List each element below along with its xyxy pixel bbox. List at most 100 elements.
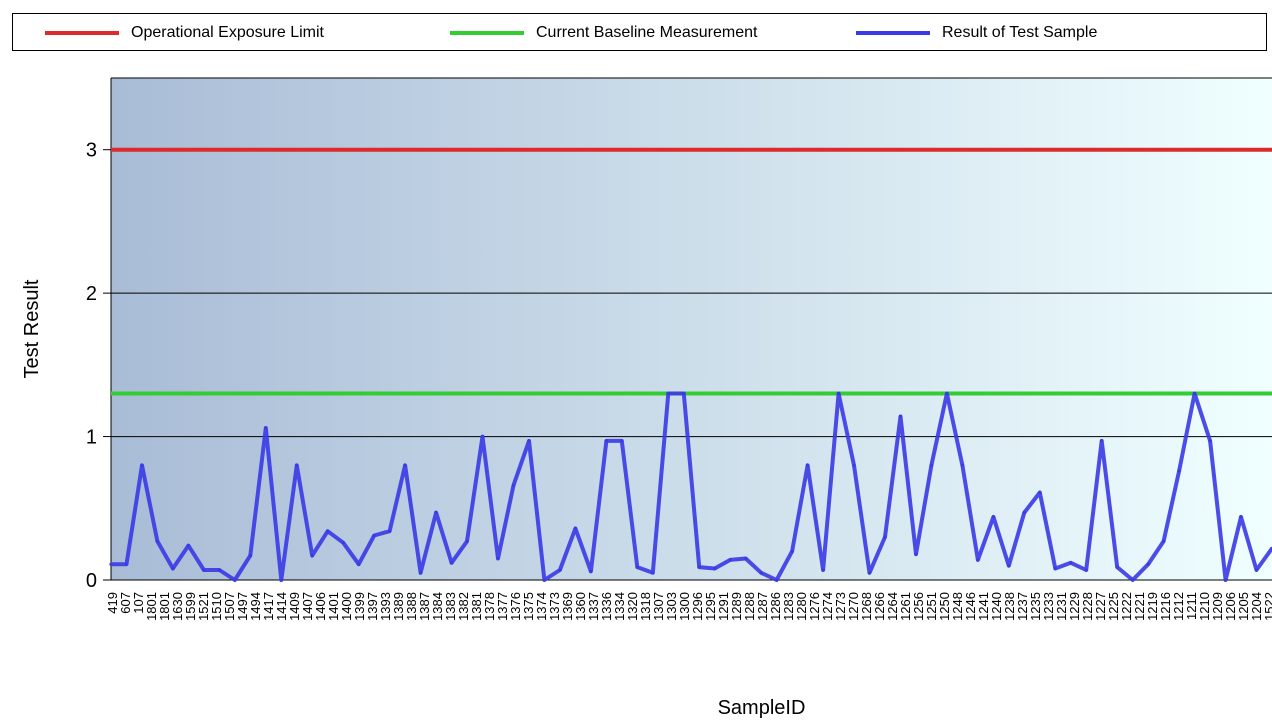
- data-point: [248, 554, 252, 558]
- x-tick-label: 1219: [1145, 592, 1160, 621]
- x-tick-label: 1222: [1119, 592, 1134, 621]
- x-tick-label: 1378: [482, 592, 497, 621]
- x-tick-label: 1397: [365, 592, 380, 621]
- data-point: [155, 539, 159, 543]
- x-tick-label: 1280: [794, 592, 809, 621]
- y-tick-label: 2: [86, 283, 97, 305]
- data-point: [372, 533, 376, 538]
- data-point: [264, 426, 268, 430]
- data-point: [1239, 515, 1243, 519]
- data-point: [790, 549, 794, 553]
- data-point: [666, 391, 670, 396]
- x-tick-label: 1507: [222, 592, 237, 621]
- x-tick-label: 1227: [1093, 592, 1108, 621]
- data-point: [124, 562, 129, 566]
- x-tick-label: 1494: [248, 592, 263, 621]
- x-tick-label: 1231: [1054, 592, 1069, 621]
- x-tick-label: 1399: [352, 592, 367, 621]
- series-line-test-sample: [111, 391, 1272, 582]
- data-point: [604, 439, 609, 443]
- data-point: [883, 535, 887, 539]
- x-tick-label: 1387: [417, 592, 432, 621]
- data-point: [759, 571, 763, 575]
- x-tick-label: 1273: [833, 592, 848, 621]
- x-tick-label: 1264: [885, 592, 900, 621]
- data-point: [821, 568, 825, 572]
- series-layer: [109, 147, 1272, 582]
- chart-legend: Operational Exposure Limit Current Basel…: [12, 13, 1267, 51]
- x-tick-label: 1521: [196, 592, 211, 621]
- legend-label-exposure-limit: Operational Exposure Limit: [131, 24, 324, 41]
- data-point: [635, 565, 639, 569]
- legend-item-test-sample: Result of Test Sample: [856, 14, 1097, 52]
- x-tick-label: 1268: [859, 592, 874, 621]
- data-point: [109, 562, 113, 566]
- x-tick-label: 1382: [456, 592, 471, 621]
- x-tick-label: 1204: [1249, 592, 1264, 621]
- x-tick-label: 1296: [690, 592, 705, 621]
- data-point: [1162, 539, 1166, 543]
- x-tick-label: 1246: [963, 592, 978, 621]
- x-tick-label: 1212: [1171, 592, 1186, 621]
- legend-swatch-exposure-limit: [45, 31, 119, 35]
- x-tick-label: 1209: [1210, 592, 1225, 621]
- x-tick-label: 1336: [599, 592, 614, 621]
- x-tick-label: 1376: [508, 592, 523, 621]
- data-point: [140, 463, 144, 467]
- data-point: [775, 578, 779, 582]
- x-tick-label: 1407: [300, 592, 315, 621]
- x-tick-label: 107: [131, 592, 146, 614]
- data-point: [217, 568, 221, 572]
- data-point: [419, 571, 423, 575]
- data-point: [511, 483, 516, 487]
- data-point: [465, 539, 469, 543]
- data-point: [713, 566, 717, 571]
- legend-label-test-sample: Result of Test Sample: [942, 24, 1098, 41]
- data-point: [496, 556, 500, 561]
- data-point: [682, 391, 686, 396]
- x-tick-label: 1374: [534, 592, 549, 621]
- data-point: [1038, 490, 1042, 495]
- x-tick-label: 1417: [261, 592, 276, 621]
- data-point: [806, 463, 810, 467]
- data-point: [233, 578, 237, 582]
- x-tick-label: 1389: [391, 592, 406, 621]
- x-tick-label: 1383: [443, 592, 458, 621]
- data-point: [450, 561, 454, 565]
- x-tick-label: 1287: [755, 592, 770, 621]
- x-tick-label: 1210: [1197, 592, 1212, 621]
- legend-swatch-baseline: [450, 31, 524, 35]
- x-tick-label: 1295: [703, 592, 718, 621]
- data-point: [186, 544, 190, 548]
- x-tick-label: 1375: [521, 592, 536, 621]
- data-point: [1131, 578, 1135, 582]
- data-point: [171, 566, 175, 571]
- data-point: [558, 568, 562, 572]
- data-point: [1193, 391, 1197, 396]
- x-tick-label: 1414: [274, 592, 289, 621]
- x-tick-label: 1401: [326, 592, 341, 621]
- x-tick-label: 1251: [924, 592, 939, 621]
- x-tick-label: 1211: [1184, 592, 1199, 620]
- x-tick-label: 1373: [547, 592, 562, 621]
- x-tick-label: 1235: [1028, 592, 1043, 621]
- data-point: [480, 435, 485, 439]
- x-tick-label: 1393: [378, 592, 393, 621]
- x-tick-label: 1250: [937, 592, 952, 621]
- x-tick-label: 1289: [729, 592, 744, 621]
- data-point: [1022, 510, 1026, 515]
- data-point: [728, 558, 732, 562]
- data-point: [1084, 568, 1088, 572]
- data-point: [1177, 469, 1181, 473]
- x-tick-label: 1225: [1106, 592, 1121, 621]
- x-tick-label: 1377: [495, 592, 510, 621]
- x-tick-label: 1801: [157, 592, 172, 621]
- y-tick-label: 1: [86, 427, 97, 449]
- x-tick-label: 1497: [235, 592, 250, 621]
- x-tick-label: 1307: [651, 592, 666, 621]
- data-point: [527, 439, 531, 443]
- x-tick-label: 1388: [404, 592, 419, 621]
- data-point: [1254, 568, 1259, 572]
- data-point: [573, 526, 578, 531]
